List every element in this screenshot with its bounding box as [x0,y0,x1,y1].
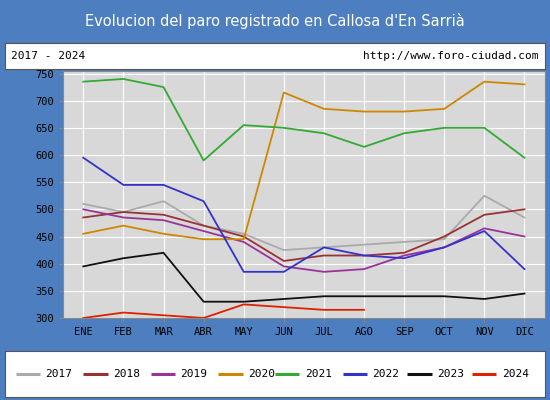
Text: 2022: 2022 [372,369,399,379]
Text: 2023: 2023 [437,369,464,379]
Text: 2021: 2021 [305,369,332,379]
Text: http://www.foro-ciudad.com: http://www.foro-ciudad.com [363,51,538,61]
Text: 2024: 2024 [502,369,529,379]
Text: 2020: 2020 [248,369,275,379]
Text: 2018: 2018 [113,369,140,379]
Text: 2017 - 2024: 2017 - 2024 [12,51,86,61]
Text: 2019: 2019 [180,369,207,379]
Text: 2017: 2017 [46,369,73,379]
Text: Evolucion del paro registrado en Callosa d'En Sarrià: Evolucion del paro registrado en Callosa… [85,13,465,29]
